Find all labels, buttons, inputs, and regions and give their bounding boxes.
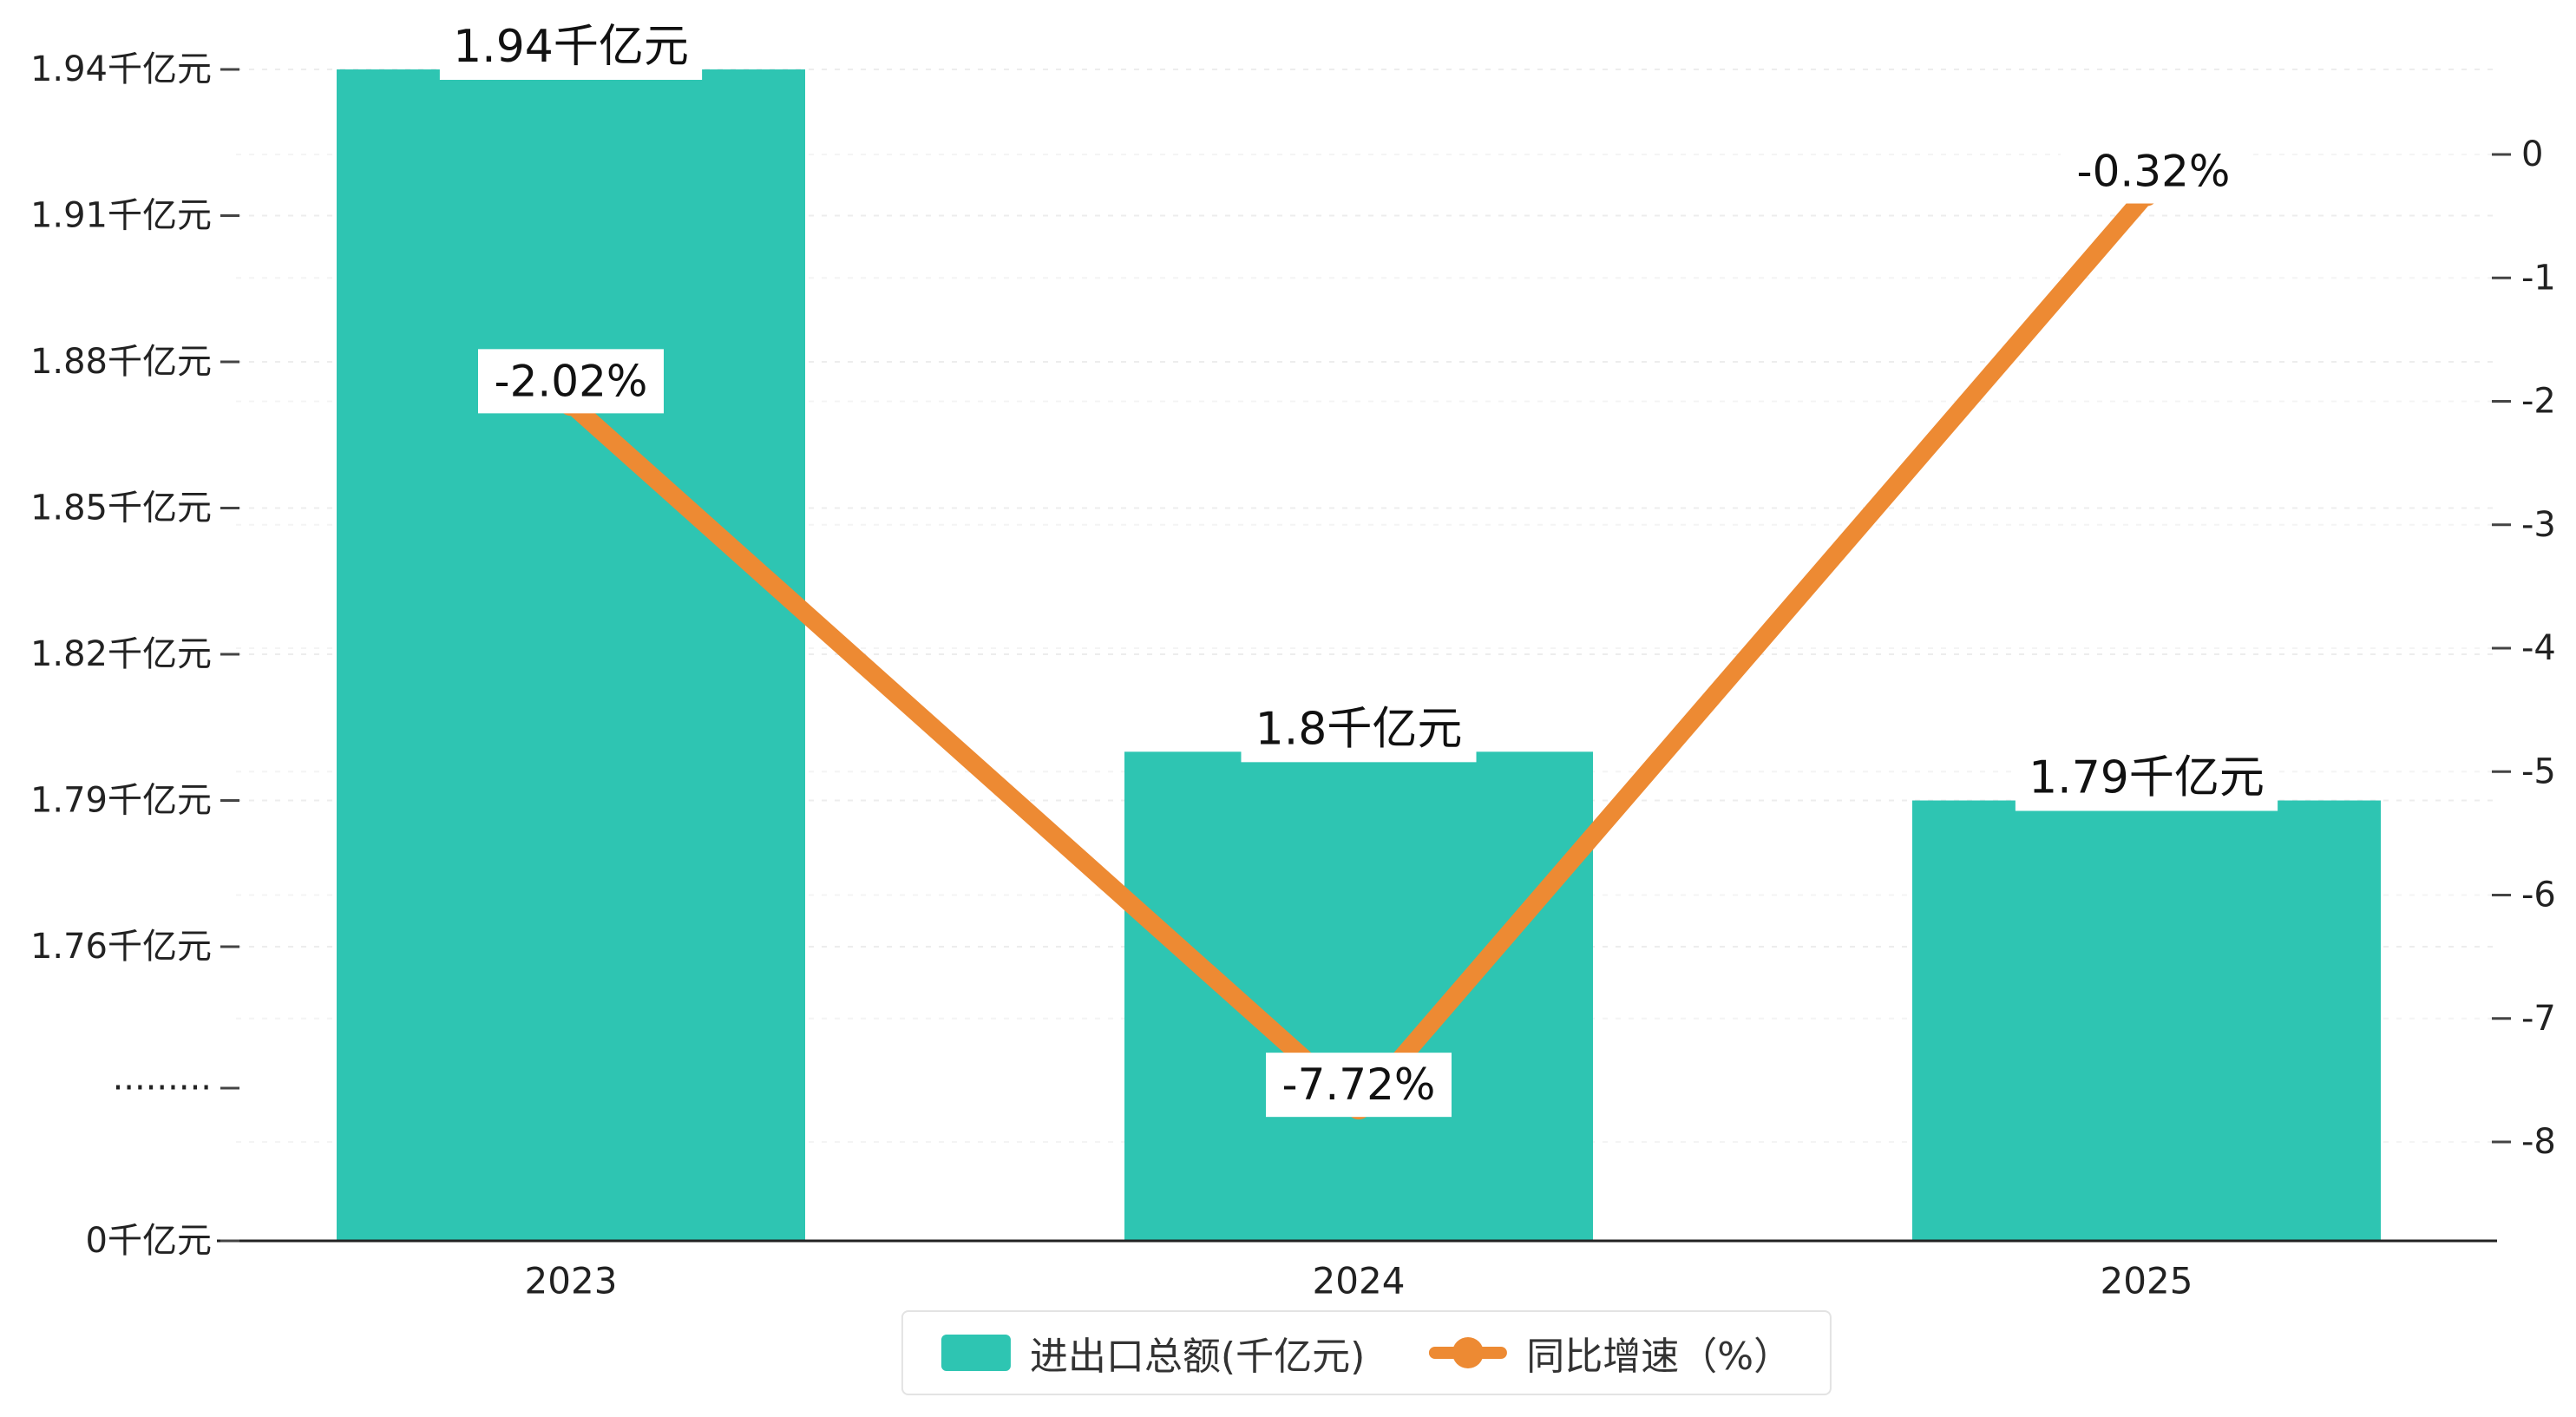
legend-item-yoy-growth[interactable]: 同比增速（%） <box>1429 1325 1792 1381</box>
left-axis-tick-label: ········· <box>113 1068 212 1108</box>
left-axis-tick-label: 1.79千亿元 <box>30 781 212 821</box>
left-axis-tick-label: 1.82千亿元 <box>30 634 212 674</box>
bar-value-label-2023-bg <box>439 14 703 80</box>
line-value-label-2023: -2.02% <box>495 356 648 406</box>
left-axis-tick-label: 1.85千亿元 <box>30 489 212 528</box>
line-value-label-2023-bg <box>478 349 664 414</box>
bar-series-swatch-icon <box>941 1335 1011 1371</box>
left-axis-tick-label: 1.88千亿元 <box>30 342 212 382</box>
line-series-marker-icon <box>1429 1337 1508 1368</box>
bar-value-label-2025: 1.79千亿元 <box>2029 752 2265 804</box>
right-axis-tick-label: -7 <box>2521 999 2556 1039</box>
bar-value-label-2024-bg <box>1241 696 1477 763</box>
bar-2024[interactable] <box>1124 751 1593 1241</box>
bar-value-label-2023: 1.94千亿元 <box>453 21 689 73</box>
right-axis-tick-label: -1 <box>2521 258 2556 298</box>
bar-2025[interactable] <box>1912 800 2381 1242</box>
legend-label-yoy-growth: 同比增速（%） <box>1526 1335 1793 1379</box>
left-axis-tick-label: 1.76千亿元 <box>30 927 212 967</box>
bar-2023[interactable] <box>337 69 805 1241</box>
right-axis-tick-label: -2 <box>2521 382 2556 422</box>
legend-item-imports-exports-total[interactable]: 进出口总额(千亿元) <box>941 1325 1365 1381</box>
bar-value-label-2024: 1.8千亿元 <box>1255 703 1463 755</box>
legend-label-imports-exports-total: 进出口总额(千亿元) <box>1029 1335 1366 1379</box>
bar-value-label-2025-bg <box>2015 745 2278 811</box>
right-axis-tick-label: -3 <box>2521 505 2556 545</box>
left-axis-tick-label: 1.91千亿元 <box>30 196 212 236</box>
right-axis-tick-label: -5 <box>2521 751 2556 791</box>
line-value-label-2024: -7.72% <box>1282 1059 1436 1110</box>
legend: 进出口总额(千亿元) 同比增速（%） <box>901 1310 1832 1395</box>
line-value-label-2025-bg <box>2061 139 2246 204</box>
line-value-label-2024-bg <box>1266 1053 1452 1118</box>
x-axis-label-2024: 2024 <box>1313 1260 1406 1302</box>
left-axis-tick-label: 1.94千亿元 <box>30 49 212 89</box>
right-axis-tick-label: -6 <box>2521 876 2556 915</box>
left-axis-tick-label: 0千亿元 <box>86 1221 212 1261</box>
right-axis-tick-label: -8 <box>2521 1122 2556 1162</box>
line-series-dot-icon <box>1452 1337 1485 1368</box>
x-axis-label-2023: 2023 <box>525 1260 618 1302</box>
right-axis-tick-label: -4 <box>2521 628 2556 668</box>
x-axis-label-2025: 2025 <box>2101 1260 2193 1302</box>
line-value-label-2025: -0.32% <box>2077 147 2231 197</box>
right-axis-tick-label: 0 <box>2521 134 2543 174</box>
